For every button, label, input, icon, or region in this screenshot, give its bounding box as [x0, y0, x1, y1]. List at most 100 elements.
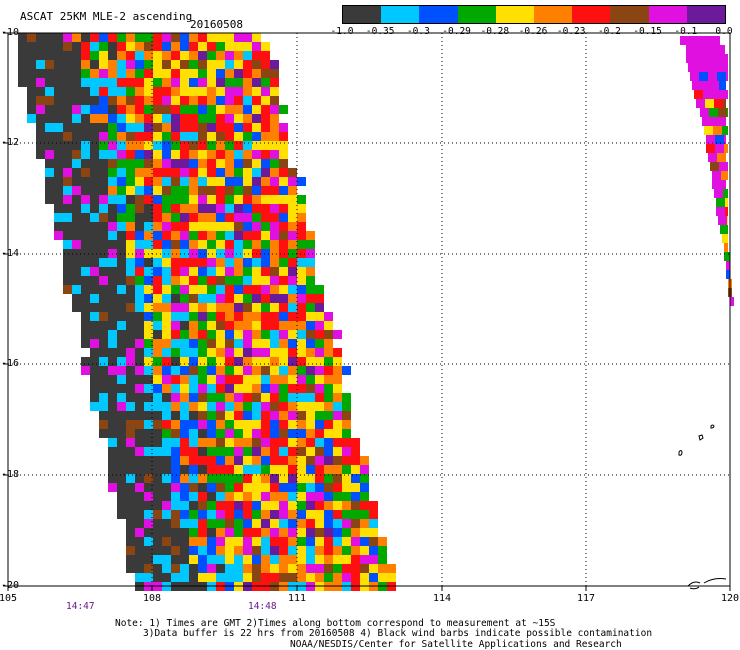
- swath-cell: [135, 411, 144, 420]
- swath-cell: [279, 402, 288, 411]
- swath-cell: [288, 303, 297, 312]
- y-tick--14: -14: [1, 248, 20, 259]
- swath-cell: [117, 231, 126, 240]
- swath-cell: [189, 276, 198, 285]
- swath-cell: [171, 96, 180, 105]
- swath-cell: [126, 159, 135, 168]
- swath-cell: [198, 60, 207, 69]
- swath-cell: [135, 114, 144, 123]
- swath-cell: [279, 348, 288, 357]
- swath-cell: [216, 528, 225, 537]
- swath-cell: [378, 537, 387, 546]
- swath-cell: [243, 114, 252, 123]
- swath-cell: [135, 285, 144, 294]
- swath-cell: [243, 528, 252, 537]
- swath-cell: [261, 258, 270, 267]
- swath-cell: [306, 384, 315, 393]
- swath-cell: [225, 42, 234, 51]
- swath-cell: [63, 60, 72, 69]
- swath-cell: [216, 276, 225, 285]
- swath-cell: [90, 321, 99, 330]
- swath-cell: [171, 357, 180, 366]
- swath-cell: [171, 519, 180, 528]
- swath-cell: [81, 141, 90, 150]
- swath-cell: [99, 357, 108, 366]
- swath-cell: [198, 96, 207, 105]
- legend-swatch-2: [419, 6, 458, 23]
- swath-cell: [54, 159, 63, 168]
- swath-cell: [135, 510, 144, 519]
- swath-cell: [234, 519, 243, 528]
- swath-cell: [126, 411, 135, 420]
- swath-cell: [225, 474, 234, 483]
- swath-cell: [126, 510, 135, 519]
- swath-cell: [126, 96, 135, 105]
- swath-cell: [126, 348, 135, 357]
- swath-cell: [126, 339, 135, 348]
- swath-cell: [117, 447, 126, 456]
- swath-cell: [117, 303, 126, 312]
- swath-cell: [162, 141, 171, 150]
- swath-cell: [351, 555, 360, 564]
- swath-cell: [99, 123, 108, 132]
- swath-cell: [45, 123, 54, 132]
- east-swath-cell: [720, 225, 728, 234]
- swath-cell: [189, 222, 198, 231]
- swath-cell: [306, 411, 315, 420]
- swath-cell: [243, 141, 252, 150]
- swath-cell: [261, 276, 270, 285]
- swath-cell: [261, 303, 270, 312]
- swath-cell: [243, 258, 252, 267]
- swath-cell: [207, 294, 216, 303]
- swath-cell: [261, 285, 270, 294]
- swath-cell: [207, 177, 216, 186]
- swath-cell: [342, 573, 351, 582]
- swath-cell: [99, 96, 108, 105]
- swath-cell: [171, 492, 180, 501]
- swath-cell: [324, 393, 333, 402]
- swath-cell: [36, 132, 45, 141]
- swath-cell: [153, 78, 162, 87]
- swath-cell: [126, 312, 135, 321]
- swath-cell: [306, 402, 315, 411]
- swath-cell: [216, 114, 225, 123]
- swath-cell: [72, 33, 81, 42]
- swath-cell: [180, 294, 189, 303]
- swath-cell: [81, 78, 90, 87]
- swath-cell: [189, 321, 198, 330]
- swath-cell: [135, 150, 144, 159]
- swath-cell: [153, 294, 162, 303]
- swath-cell: [333, 564, 342, 573]
- swath-cell: [270, 546, 279, 555]
- swath-cell: [252, 159, 261, 168]
- swath-cell: [171, 78, 180, 87]
- swath-cell: [81, 258, 90, 267]
- swath-cell: [234, 321, 243, 330]
- swath-cell: [243, 438, 252, 447]
- east-swath-cell: [715, 63, 724, 72]
- east-swath-cell: [719, 162, 728, 171]
- swath-cell: [216, 456, 225, 465]
- swath-cell: [180, 258, 189, 267]
- swath-cell: [279, 375, 288, 384]
- swath-cell: [126, 483, 135, 492]
- swath-cell: [306, 474, 315, 483]
- swath-cell: [216, 375, 225, 384]
- swath-cell: [225, 519, 234, 528]
- swath-cell: [180, 510, 189, 519]
- footer-credit: NOAA/NESDIS/Center for Satellite Applica…: [290, 639, 622, 650]
- swath-cell: [207, 573, 216, 582]
- swath-cell: [72, 276, 81, 285]
- swath-cell: [189, 177, 198, 186]
- swath-cell: [306, 393, 315, 402]
- swath-cell: [207, 519, 216, 528]
- swath-cell: [90, 249, 99, 258]
- swath-cell: [252, 303, 261, 312]
- swath-cell: [216, 105, 225, 114]
- swath-cell: [198, 69, 207, 78]
- swath-cell: [351, 438, 360, 447]
- swath-cell: [171, 60, 180, 69]
- swath-cell: [108, 33, 117, 42]
- swath-cell: [342, 564, 351, 573]
- swath-cell: [63, 132, 72, 141]
